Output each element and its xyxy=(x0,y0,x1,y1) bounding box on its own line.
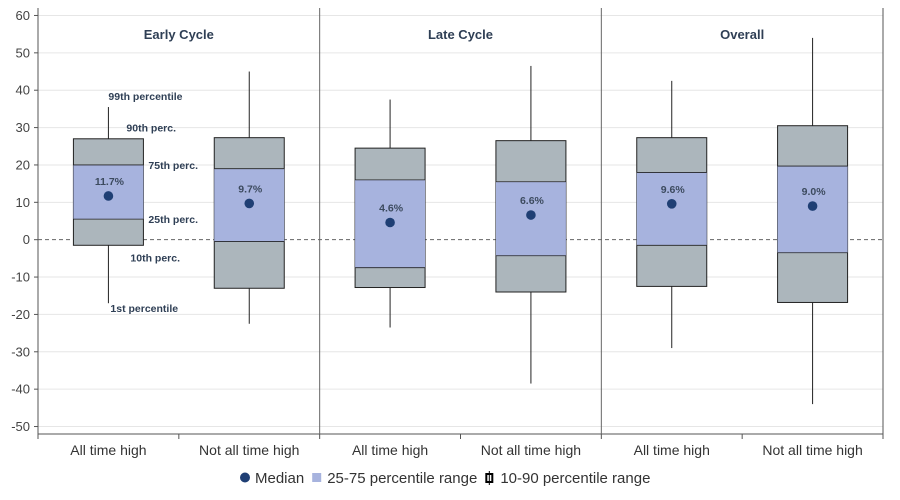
median-dot xyxy=(807,201,818,211)
box-2-1: 9.0% Not all time high xyxy=(762,37,863,458)
x-category-label: Not all time high xyxy=(762,442,862,458)
median-label: 9.7% xyxy=(238,183,263,195)
box-1-1: 6.6% Not all time high xyxy=(481,65,581,458)
y-tick-label: 30 xyxy=(16,120,30,135)
x-category-label: Not all time high xyxy=(199,442,299,458)
median-dot xyxy=(666,199,677,209)
y-tick-label: -50 xyxy=(11,419,30,434)
y-tick-label: 60 xyxy=(16,8,30,23)
percentile-annotation: 75th perc. xyxy=(148,160,198,172)
y-tick-label: -40 xyxy=(11,382,30,397)
y-tick-label: 50 xyxy=(16,45,30,60)
legend-item: Median xyxy=(240,470,304,487)
legend-median-icon xyxy=(240,472,250,483)
percentile-annotation: 10th perc. xyxy=(130,253,180,265)
legend-item: 25-75 percentile range xyxy=(312,470,477,487)
x-category-label: All time high xyxy=(634,442,710,458)
box-2-0: 9.6% All time high xyxy=(634,80,710,458)
box-25-75-range xyxy=(636,172,707,246)
median-dot xyxy=(385,217,395,228)
median-dot xyxy=(244,198,255,209)
y-tick-label: 20 xyxy=(16,157,30,172)
median-label: 4.6% xyxy=(379,202,404,214)
percentile-annotation: 25th perc. xyxy=(148,214,198,226)
x-category-label: Not all time high xyxy=(481,442,581,458)
box-0-0: 11.7% All time high xyxy=(70,107,147,458)
median-label: 6.6% xyxy=(520,195,545,207)
panel-title: Late Cycle xyxy=(428,27,493,42)
legend-label: Median xyxy=(255,470,304,487)
percentile-annotation: 90th perc. xyxy=(126,123,176,135)
box-0-1: 9.7% Not all time high xyxy=(199,71,299,458)
median-dot xyxy=(103,191,114,201)
legend-iqr-icon xyxy=(312,473,322,482)
panel-title: Early Cycle xyxy=(144,27,214,42)
percentile-annotation: 1st percentile xyxy=(110,303,178,315)
x-category-label: All time high xyxy=(70,442,146,458)
y-tick-label: 0 xyxy=(23,232,30,247)
box-1-0: 4.6% All time high xyxy=(352,99,428,458)
y-tick-label: -20 xyxy=(11,307,30,322)
median-label: 9.0% xyxy=(802,186,827,198)
median-label: 9.6% xyxy=(661,184,686,196)
y-tick-label: 10 xyxy=(16,195,30,210)
y-tick-label: 40 xyxy=(16,83,30,98)
percentile-annotation: 99th percentile xyxy=(108,91,182,103)
x-category-label: All time high xyxy=(352,442,428,458)
median-dot xyxy=(526,210,536,220)
median-label: 11.7% xyxy=(95,176,125,188)
legend-label: 10-90 percentile range xyxy=(500,470,650,487)
y-tick-label: -30 xyxy=(11,344,30,359)
y-tick-label: -10 xyxy=(11,270,30,285)
legend-label: 25-75 percentile range xyxy=(327,470,477,487)
legend-item: 10-90 percentile range xyxy=(485,470,650,487)
panel-title: Overall xyxy=(720,27,764,42)
